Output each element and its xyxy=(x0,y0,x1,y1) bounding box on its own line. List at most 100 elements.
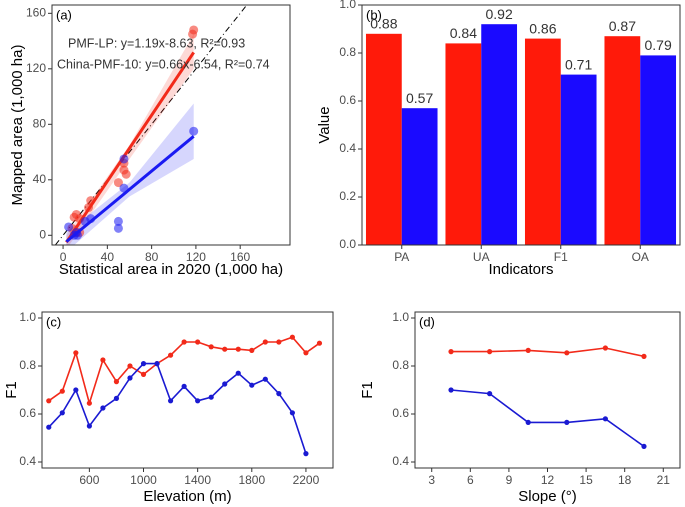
y-tick-label: 80 xyxy=(33,116,47,130)
x-axis-title: Elevation (m) xyxy=(143,488,231,505)
point xyxy=(154,361,160,367)
point xyxy=(167,352,174,358)
point xyxy=(525,419,531,425)
point xyxy=(113,379,120,385)
point xyxy=(448,387,454,393)
point xyxy=(100,405,106,411)
x-tick-label: 1000 xyxy=(130,473,157,487)
point xyxy=(181,383,187,389)
y-tick-label: 40 xyxy=(33,172,47,186)
point xyxy=(303,451,309,457)
x-tick-label: 9 xyxy=(506,473,513,487)
line xyxy=(450,389,645,448)
point xyxy=(564,350,570,356)
plot-area xyxy=(54,5,248,245)
point xyxy=(140,361,147,367)
x-tick-label: 18 xyxy=(618,473,632,487)
point xyxy=(448,349,454,355)
point xyxy=(235,370,241,376)
point xyxy=(113,395,120,401)
panel: 0.4 0.6 0.8 1.0 3 6 9 12 15 18 21 Slope (°) F1 (d) xyxy=(359,310,681,505)
panel-label: (b) xyxy=(366,7,382,22)
point xyxy=(262,339,268,345)
point xyxy=(59,388,65,394)
bar xyxy=(640,55,677,245)
point xyxy=(316,340,323,346)
bar-value-label: 0.86 xyxy=(529,20,556,36)
plot-frame xyxy=(41,311,334,469)
bar xyxy=(401,108,438,245)
bar xyxy=(445,43,482,245)
point xyxy=(289,410,295,416)
point xyxy=(487,391,493,397)
x-tick-label: 40 xyxy=(101,250,115,264)
x-tick-label: OA xyxy=(632,250,649,264)
point xyxy=(188,29,198,39)
point xyxy=(602,416,608,422)
point xyxy=(189,126,199,136)
point xyxy=(195,398,201,404)
point xyxy=(73,387,79,393)
x-tick-label: 15 xyxy=(579,473,593,487)
point xyxy=(487,349,493,355)
y-tick-label: 0.0 xyxy=(339,237,356,251)
y-tick-label: 120 xyxy=(26,61,46,75)
point xyxy=(167,398,174,404)
x-tick-label: 3 xyxy=(428,473,435,487)
legend-label: China-PMF-10: y=0.66x-6.54, R²=0.74 xyxy=(57,57,270,71)
plot-area xyxy=(46,334,323,457)
point xyxy=(140,371,147,377)
point xyxy=(86,400,92,406)
point xyxy=(127,363,133,369)
x-tick-label: 6 xyxy=(467,473,474,487)
x-tick-label: UA xyxy=(473,250,490,264)
fit-line xyxy=(65,51,195,244)
y-tick-label: 1.0 xyxy=(392,310,409,324)
x-tick-label: 600 xyxy=(79,473,99,487)
point xyxy=(303,350,309,356)
y-axis-title: Mapped area (1,000 ha) xyxy=(9,45,26,206)
point xyxy=(195,339,201,345)
y-tick-label: 1.0 xyxy=(19,310,36,324)
x-tick-label: 2200 xyxy=(293,473,320,487)
plot-frame xyxy=(414,311,681,469)
bar xyxy=(524,38,561,245)
x-tick-label: PA xyxy=(394,250,409,264)
point xyxy=(525,347,531,353)
y-axis-title: F1 xyxy=(359,381,376,399)
x-tick-label: 120 xyxy=(186,250,206,264)
point xyxy=(208,394,214,400)
x-tick-label: 0 xyxy=(60,250,67,264)
plot-area xyxy=(448,345,647,449)
x-tick-label: 21 xyxy=(657,473,671,487)
fit-line xyxy=(65,135,195,243)
y-tick-label: 0 xyxy=(39,227,46,241)
bar xyxy=(604,36,641,245)
y-tick-label: 160 xyxy=(26,5,46,19)
point xyxy=(602,345,608,351)
point xyxy=(276,391,282,397)
point xyxy=(208,344,214,350)
x-axis-title: Statistical area in 2020 (1,000 ha) xyxy=(59,261,283,278)
point xyxy=(181,339,187,345)
panel-label: (d) xyxy=(419,314,435,329)
y-tick-label: 0.8 xyxy=(19,358,36,372)
x-tick-label: 1800 xyxy=(238,473,265,487)
point xyxy=(46,424,52,430)
point xyxy=(235,346,241,352)
point xyxy=(127,375,133,381)
point xyxy=(249,347,255,353)
point xyxy=(113,216,123,226)
bar xyxy=(560,74,597,245)
y-tick-label: 0.8 xyxy=(392,358,409,372)
point xyxy=(86,423,92,429)
y-tick-label: 0.6 xyxy=(19,406,36,420)
y-tick-label: 0.4 xyxy=(392,454,409,468)
bar-value-label: 0.87 xyxy=(609,18,636,34)
x-tick-label: 160 xyxy=(230,250,250,264)
point xyxy=(222,381,228,387)
bar-value-label: 0.71 xyxy=(565,56,592,72)
bar-value-label: 0.88 xyxy=(370,16,397,32)
